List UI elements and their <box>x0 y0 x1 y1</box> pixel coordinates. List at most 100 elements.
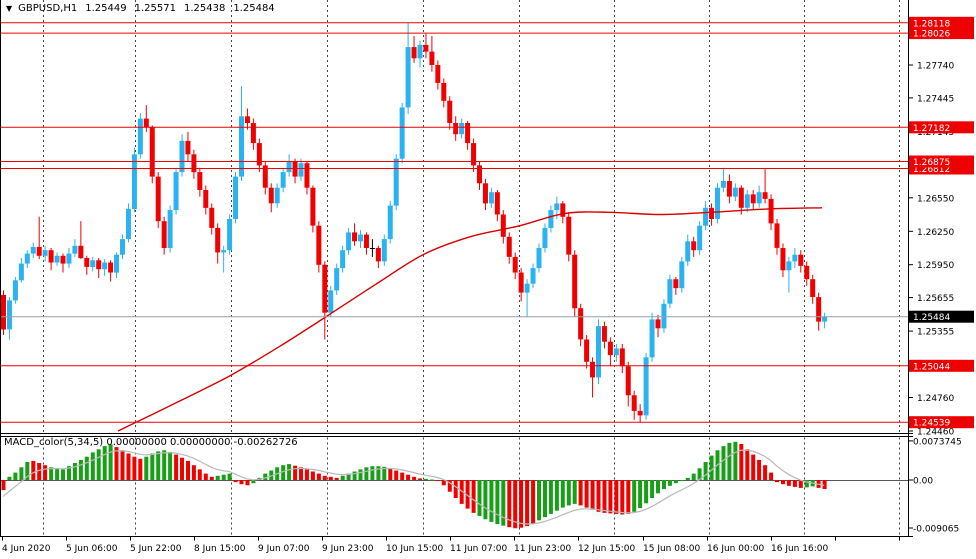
candle-body <box>780 248 786 271</box>
macd-histogram-bar <box>525 480 530 527</box>
candle <box>703 201 709 231</box>
macd-histogram-bar <box>144 456 149 480</box>
high-value: 1.25571 <box>134 3 176 14</box>
candle <box>477 161 482 190</box>
candle <box>405 22 411 115</box>
candle-body <box>500 214 506 237</box>
macd-histogram-bar <box>334 477 339 480</box>
macd-histogram-bar <box>465 480 470 509</box>
time-axis-label: 4 Jun 2020 <box>2 544 51 554</box>
candle-body <box>471 143 477 166</box>
macd-histogram-bar <box>554 480 559 511</box>
candle-body <box>536 248 542 269</box>
time-axis-label: 5 Jun 22:00 <box>130 544 182 554</box>
candle-body <box>298 163 304 177</box>
macd-histogram-bar <box>459 480 464 504</box>
candle <box>286 154 292 177</box>
moving-average-line <box>117 207 823 432</box>
price-badge <box>909 121 974 134</box>
candle-body <box>72 245 78 254</box>
macd-histogram-bar <box>471 480 476 513</box>
candle <box>536 243 542 273</box>
candle-body <box>1 294 6 330</box>
candle-body <box>84 258 90 267</box>
open-value: 1.25449 <box>85 3 127 14</box>
candle <box>643 352 649 420</box>
candle-body <box>822 316 828 322</box>
candle-body <box>120 239 125 255</box>
candle <box>774 219 780 255</box>
candle <box>322 261 328 340</box>
candle <box>726 174 732 204</box>
candle <box>685 234 691 266</box>
price-axis-label: 1.27740 <box>917 62 954 72</box>
macd-histogram-bar <box>769 472 774 480</box>
price-axis-label: 1.25655 <box>917 294 954 304</box>
candle-body <box>96 260 102 270</box>
candle <box>732 183 738 202</box>
time-axis-label: 9 Jun 23:00 <box>322 544 374 554</box>
macd-histogram-bar <box>364 467 369 480</box>
candle-body <box>239 116 244 177</box>
candle-body <box>679 261 685 289</box>
macd-histogram-bar <box>102 446 107 480</box>
candle <box>203 185 209 215</box>
candle <box>411 36 417 63</box>
macd-histogram-bar <box>662 480 666 489</box>
time-axis-label: 16 Jun 16:00 <box>771 544 828 554</box>
candle-body <box>108 262 114 273</box>
macd-histogram-bar <box>304 469 309 480</box>
candle-body <box>524 283 530 293</box>
macd-histogram-bar <box>150 453 155 480</box>
candle-body <box>447 100 453 123</box>
price-badge-label: 1.26875 <box>913 158 950 168</box>
macd-histogram-bar <box>501 480 506 526</box>
candle <box>435 60 441 90</box>
macd-axis-label: -0.009065 <box>913 525 959 535</box>
candle <box>108 260 114 282</box>
candle-body <box>54 255 60 263</box>
candle-body <box>607 341 613 356</box>
candle-body <box>429 51 435 65</box>
candle-body <box>24 253 30 264</box>
macd-histogram-bar <box>293 465 298 480</box>
candle <box>578 303 584 347</box>
candle <box>114 252 120 279</box>
candle-body <box>810 279 816 298</box>
macd-histogram-bar <box>733 441 738 480</box>
candle <box>697 221 703 255</box>
candle <box>280 167 286 193</box>
macd-histogram-bar <box>650 480 655 498</box>
candle <box>720 167 726 193</box>
candle <box>197 167 203 197</box>
candle-body <box>709 207 715 219</box>
candle <box>804 261 810 286</box>
macd-histogram-bar <box>352 471 357 480</box>
macd-histogram-bar <box>287 464 292 480</box>
macd-histogram-bar <box>37 463 42 480</box>
macd-histogram-bar <box>560 480 565 508</box>
macd-histogram-bar <box>792 480 797 487</box>
candle <box>316 221 322 273</box>
candle-body <box>221 250 227 253</box>
candle <box>625 361 631 407</box>
candle <box>66 248 72 269</box>
macd-histogram-bar <box>49 467 54 480</box>
candle-body <box>411 47 417 59</box>
price-badge <box>909 310 974 323</box>
macd-histogram-bar <box>72 463 77 480</box>
macd-histogram-bar <box>727 442 732 480</box>
symbol-dropdown-icon[interactable]: ▼ <box>6 3 13 13</box>
candle-body <box>619 348 625 367</box>
candle <box>637 404 643 423</box>
macd-axis-label: 0.0073745 <box>913 437 962 447</box>
macd-histogram-bar <box>507 480 512 528</box>
candle <box>530 263 536 289</box>
candle <box>810 274 816 304</box>
candle-body <box>274 187 280 204</box>
macd-histogram-bar <box>453 480 458 498</box>
candle <box>631 390 637 420</box>
macd-histogram-bar <box>340 475 345 480</box>
candle <box>613 344 619 362</box>
